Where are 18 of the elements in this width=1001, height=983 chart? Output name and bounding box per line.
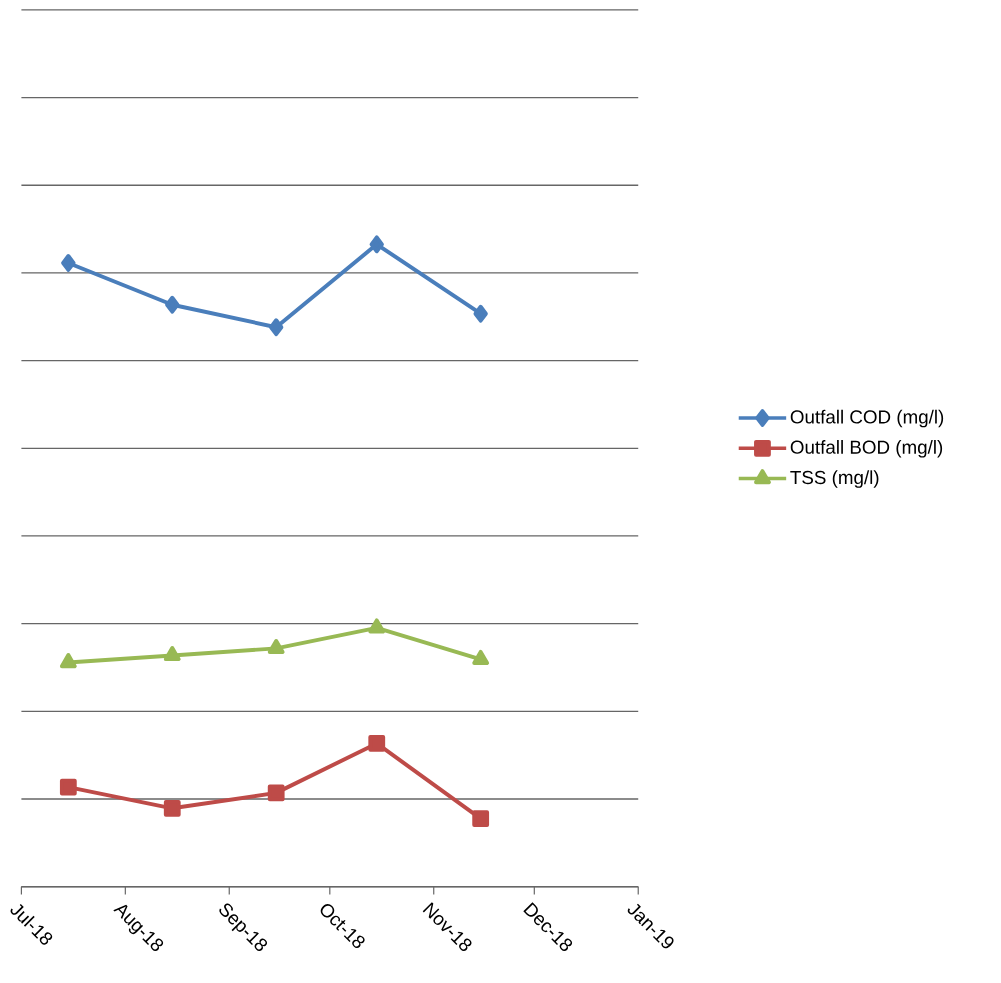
legend-label: TSS (mg/l) (790, 470, 879, 489)
point (59, 653, 77, 669)
point (59, 778, 77, 796)
point (269, 318, 284, 337)
point (472, 810, 490, 828)
point (368, 618, 386, 634)
point (472, 650, 490, 666)
point (165, 296, 180, 314)
point (473, 305, 488, 323)
point (368, 735, 386, 753)
point (163, 646, 181, 662)
point (369, 235, 384, 254)
point (163, 800, 181, 817)
point (267, 639, 285, 655)
point (61, 254, 76, 273)
point (267, 784, 285, 802)
legend-label: Outfall COD (mg/l) (790, 410, 944, 428)
legend-label: Outfall BOD (mg/l) (790, 440, 943, 458)
